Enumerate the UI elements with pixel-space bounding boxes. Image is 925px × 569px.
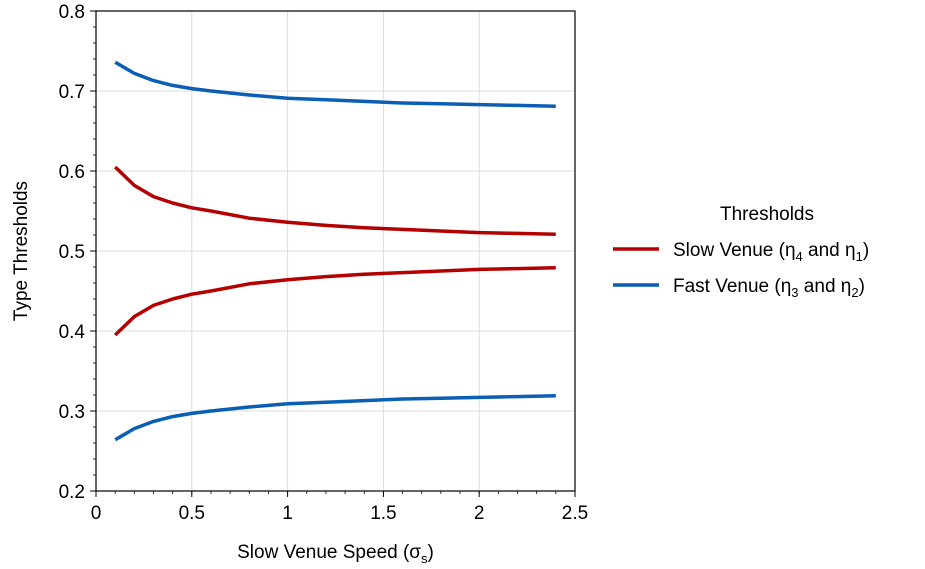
y-tick-label: 0.5 [59, 242, 85, 263]
x-tick-label: 1.5 [370, 503, 396, 524]
y-tick-label: 0.6 [59, 162, 85, 183]
legend: Thresholds Slow Venue (η4 and η1) Fast V… [613, 204, 869, 300]
legend-entry-fast: Fast Venue (η3 and η2) [673, 276, 865, 300]
axis-ticks: 0 0.5 1 1.5 2 2.5 0.2 0.3 0.4 0.5 0.6 0.7 0.8 [59, 2, 589, 524]
x-axis-label: Slow Venue Speed (σs) [237, 542, 434, 566]
series-lines [113, 60, 556, 442]
series-line-slow [113, 266, 556, 337]
y-tick-label: 0.3 [59, 402, 85, 423]
y-tick-label: 0.8 [59, 2, 85, 23]
series-line-fast [114, 60, 556, 108]
series-line-fast [114, 394, 556, 442]
x-tick-label: 0.5 [179, 503, 205, 524]
legend-entry-slow: Slow Venue (η4 and η1) [673, 240, 869, 264]
x-tick-label: 2.5 [562, 503, 588, 524]
legend-title: Thresholds [720, 204, 814, 225]
y-tick-label: 0.4 [59, 322, 86, 343]
x-tick-label: 0 [91, 503, 102, 524]
y-tick-label: 0.2 [59, 482, 85, 503]
x-tick-label: 2 [474, 503, 485, 524]
x-tick-label: 1 [282, 503, 293, 524]
y-axis-label: Type Thresholds [11, 181, 32, 321]
y-tick-label: 0.7 [59, 82, 85, 103]
series-line-slow [113, 165, 556, 236]
